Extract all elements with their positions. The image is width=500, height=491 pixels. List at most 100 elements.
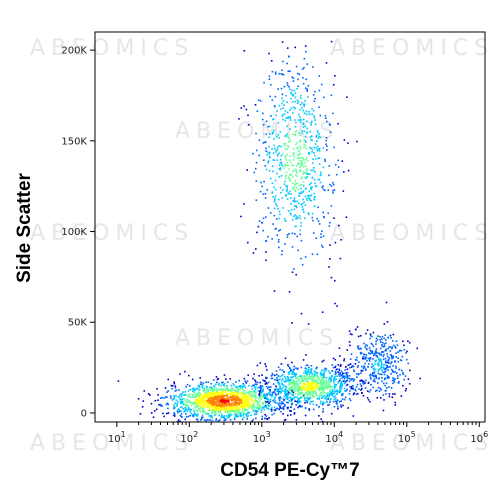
watermark-text: ABEOMICS — [330, 36, 494, 61]
event-dot — [174, 402, 177, 404]
event-dot — [333, 396, 335, 399]
event-dot — [255, 248, 257, 250]
event-dot — [195, 388, 198, 390]
event-dot — [358, 373, 360, 375]
event-dot — [334, 75, 336, 77]
event-dot — [277, 88, 279, 90]
event-dot — [313, 192, 316, 195]
event-dot — [386, 387, 388, 389]
event-dot — [320, 418, 322, 420]
event-dot — [261, 391, 263, 394]
event-dot — [278, 392, 280, 394]
event-dot — [228, 413, 230, 416]
event-dot — [157, 399, 159, 401]
event-dot — [304, 103, 306, 106]
event-dot — [317, 385, 319, 387]
event-dot — [331, 389, 334, 391]
event-dot — [265, 216, 267, 218]
event-dot — [200, 396, 203, 398]
event-dot — [232, 407, 234, 409]
event-dot — [270, 377, 273, 380]
event-dot — [372, 358, 374, 360]
event-dot — [281, 407, 283, 410]
event-dot — [244, 380, 246, 382]
event-dot — [221, 389, 224, 392]
event-dot — [232, 383, 234, 385]
event-dot — [307, 371, 309, 374]
event-dot — [310, 371, 312, 373]
event-dot — [319, 389, 321, 392]
event-dot — [200, 383, 203, 385]
event-dot — [192, 414, 194, 417]
event-dot — [303, 172, 306, 175]
event-dot — [312, 403, 315, 406]
event-dot — [301, 376, 303, 379]
event-dot — [167, 390, 170, 392]
event-dot — [200, 394, 202, 396]
event-dot — [291, 361, 293, 364]
event-dot — [340, 374, 343, 377]
event-dot — [243, 385, 246, 387]
event-dot — [341, 393, 343, 395]
event-dot — [360, 379, 363, 381]
event-dot — [269, 398, 272, 401]
event-dot — [282, 374, 284, 376]
event-dot — [216, 395, 219, 397]
event-dot — [310, 383, 313, 385]
event-dot — [271, 192, 273, 194]
event-dot — [217, 389, 220, 391]
event-dot — [312, 392, 315, 394]
event-dot — [304, 392, 306, 395]
event-dot — [305, 50, 307, 53]
event-dot — [383, 323, 386, 325]
event-dot — [183, 398, 186, 400]
event-dot — [214, 405, 216, 408]
event-dot — [304, 140, 307, 142]
event-dot — [362, 382, 364, 384]
event-dot — [231, 398, 233, 400]
event-dot — [315, 147, 318, 149]
event-dot — [276, 390, 278, 392]
event-dot — [271, 165, 274, 167]
event-dot — [277, 381, 279, 384]
event-dot — [181, 402, 183, 404]
event-dot — [278, 230, 280, 232]
event-dot — [261, 402, 264, 404]
event-dot — [241, 408, 244, 410]
event-dot — [304, 383, 306, 386]
event-dot — [226, 404, 229, 407]
event-dot — [219, 391, 222, 393]
event-dot — [269, 177, 272, 180]
event-dot — [317, 178, 320, 181]
event-dot — [212, 405, 215, 407]
event-dot — [303, 57, 306, 60]
event-dot — [198, 386, 201, 389]
event-dot — [234, 406, 236, 408]
event-dot — [297, 384, 299, 386]
event-dot — [261, 415, 264, 418]
event-dot — [209, 414, 212, 417]
event-dot — [361, 380, 364, 382]
event-dot — [308, 409, 311, 412]
event-dot — [265, 251, 267, 253]
event-dot — [276, 377, 278, 379]
event-dot — [232, 409, 234, 412]
event-dot — [241, 386, 244, 389]
event-dot — [279, 378, 281, 381]
event-dot — [321, 379, 324, 381]
event-dot — [266, 418, 269, 420]
event-dot — [330, 185, 333, 187]
event-dot — [272, 131, 274, 134]
event-dot — [378, 352, 380, 355]
event-dot — [343, 387, 346, 390]
event-dot — [247, 398, 249, 401]
event-dot — [291, 397, 294, 400]
event-dot — [241, 418, 244, 421]
event-dot — [314, 143, 317, 145]
event-dot — [233, 398, 236, 401]
event-dot — [244, 409, 247, 411]
event-dot — [293, 390, 295, 392]
event-dot — [170, 384, 173, 387]
event-dot — [225, 407, 228, 409]
event-dot — [310, 388, 313, 390]
